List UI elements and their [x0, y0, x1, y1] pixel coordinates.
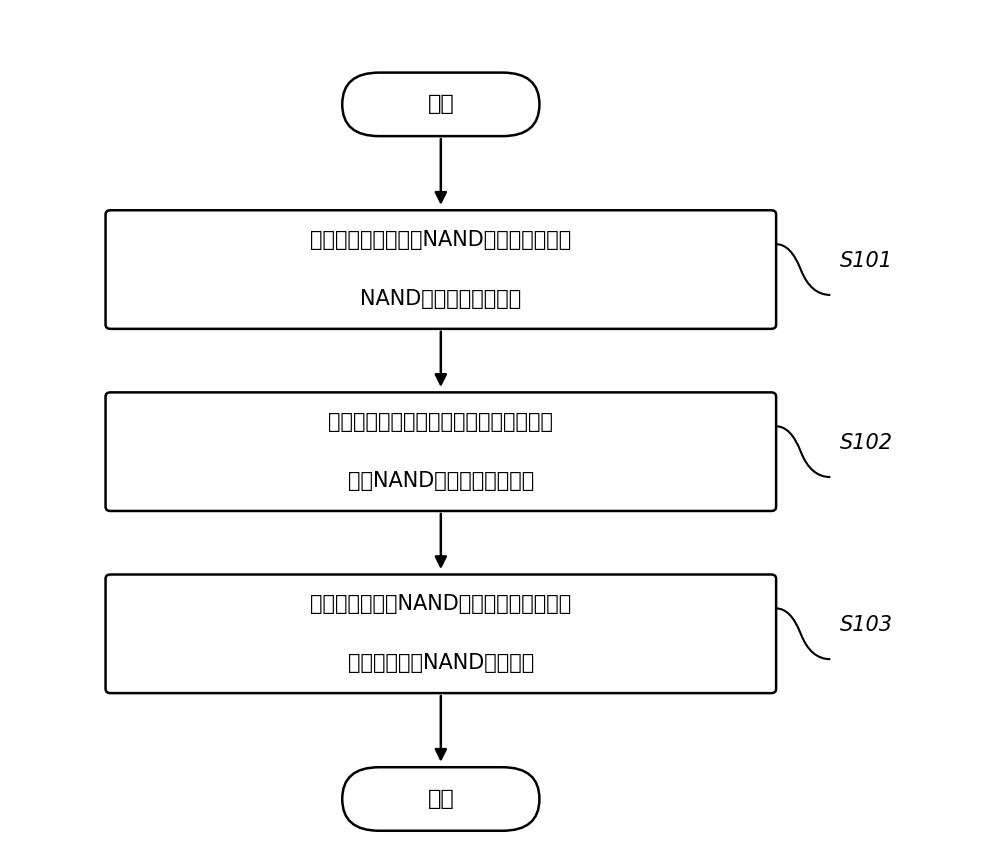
FancyBboxPatch shape	[342, 72, 539, 136]
Text: 刻的NAND磨损状态监控结果: 刻的NAND磨损状态监控结果	[348, 471, 534, 492]
FancyBboxPatch shape	[106, 393, 776, 511]
Text: 根据当前时刻的NAND磨损状态监控结果更: 根据当前时刻的NAND磨损状态监控结果更	[310, 594, 571, 614]
Text: 监控所在固态硬盘的NAND磨损状态，得到: 监控所在固态硬盘的NAND磨损状态，得到	[310, 230, 571, 250]
Text: S101: S101	[840, 251, 893, 271]
Text: 新固态硬盘的NAND控制参数: 新固态硬盘的NAND控制参数	[348, 653, 534, 673]
FancyBboxPatch shape	[106, 210, 776, 329]
Text: NAND磨损状态监控结果: NAND磨损状态监控结果	[360, 289, 521, 309]
Text: 当固态硬盘处于返修阶段时，获取当前时: 当固态硬盘处于返修阶段时，获取当前时	[328, 412, 553, 432]
Text: 结束: 结束	[427, 789, 454, 809]
Text: S102: S102	[840, 433, 893, 453]
Text: S103: S103	[840, 616, 893, 635]
FancyBboxPatch shape	[106, 574, 776, 693]
FancyBboxPatch shape	[342, 767, 539, 831]
Text: 开始: 开始	[427, 95, 454, 115]
